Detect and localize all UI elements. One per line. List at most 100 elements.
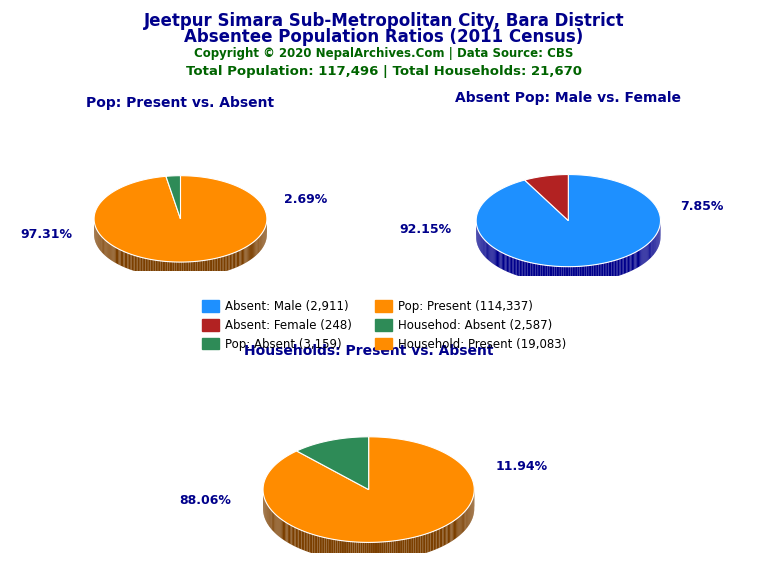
Polygon shape	[520, 260, 521, 277]
Polygon shape	[300, 530, 302, 550]
Polygon shape	[104, 240, 105, 256]
Polygon shape	[231, 253, 233, 270]
Polygon shape	[368, 543, 370, 562]
Polygon shape	[499, 251, 501, 268]
Polygon shape	[406, 539, 409, 558]
Polygon shape	[217, 257, 219, 274]
Polygon shape	[203, 260, 204, 276]
Polygon shape	[528, 262, 529, 279]
Polygon shape	[446, 525, 448, 544]
Text: Total Population: 117,496 | Total Households: 21,670: Total Population: 117,496 | Total Househ…	[186, 65, 582, 78]
Polygon shape	[553, 266, 554, 283]
Polygon shape	[414, 537, 415, 556]
Polygon shape	[355, 542, 356, 561]
Polygon shape	[286, 523, 288, 543]
Polygon shape	[637, 251, 638, 268]
Polygon shape	[412, 537, 414, 557]
Polygon shape	[588, 266, 590, 282]
Polygon shape	[253, 242, 254, 258]
Polygon shape	[457, 517, 458, 537]
Polygon shape	[608, 262, 610, 279]
Polygon shape	[366, 543, 368, 562]
Polygon shape	[137, 256, 139, 272]
Polygon shape	[285, 522, 286, 542]
Polygon shape	[310, 533, 311, 553]
Polygon shape	[206, 260, 207, 276]
Polygon shape	[235, 252, 237, 268]
Polygon shape	[161, 261, 162, 276]
Polygon shape	[624, 257, 625, 274]
Polygon shape	[180, 262, 181, 278]
Polygon shape	[490, 245, 491, 262]
Polygon shape	[590, 265, 591, 282]
Polygon shape	[572, 267, 574, 283]
Polygon shape	[614, 260, 616, 277]
Title: Absent Pop: Male vs. Female: Absent Pop: Male vs. Female	[455, 90, 681, 105]
Polygon shape	[332, 539, 333, 559]
Polygon shape	[263, 437, 474, 543]
Polygon shape	[538, 264, 539, 281]
Polygon shape	[223, 256, 225, 272]
Polygon shape	[450, 522, 452, 542]
Polygon shape	[515, 258, 517, 275]
Polygon shape	[251, 243, 252, 259]
Polygon shape	[316, 535, 318, 555]
Polygon shape	[504, 253, 505, 271]
Polygon shape	[622, 257, 624, 275]
Polygon shape	[171, 262, 173, 278]
Polygon shape	[159, 261, 161, 276]
Polygon shape	[497, 250, 498, 267]
Polygon shape	[129, 253, 131, 270]
Polygon shape	[621, 258, 622, 275]
Polygon shape	[290, 525, 292, 545]
Polygon shape	[299, 529, 300, 549]
Text: Jeetpur Simara Sub-Metropolitan City, Bara District: Jeetpur Simara Sub-Metropolitan City, Ba…	[144, 12, 624, 29]
Polygon shape	[248, 245, 249, 262]
Polygon shape	[460, 515, 462, 535]
Polygon shape	[284, 521, 285, 541]
Polygon shape	[544, 265, 546, 282]
Polygon shape	[464, 511, 465, 532]
Polygon shape	[141, 257, 142, 273]
Polygon shape	[591, 265, 594, 282]
Polygon shape	[131, 255, 133, 271]
Polygon shape	[549, 266, 551, 282]
Polygon shape	[491, 245, 492, 263]
Polygon shape	[273, 512, 274, 532]
Polygon shape	[237, 251, 238, 267]
Polygon shape	[220, 257, 222, 272]
Polygon shape	[625, 256, 627, 274]
Polygon shape	[389, 541, 392, 560]
Polygon shape	[633, 253, 634, 270]
Polygon shape	[297, 528, 299, 548]
Polygon shape	[402, 539, 405, 559]
Polygon shape	[279, 517, 280, 537]
Text: Absentee Population Ratios (2011 Census): Absentee Population Ratios (2011 Census)	[184, 28, 584, 46]
Text: 7.85%: 7.85%	[680, 200, 723, 213]
Polygon shape	[305, 532, 306, 551]
Polygon shape	[216, 258, 217, 274]
Polygon shape	[204, 260, 206, 276]
Polygon shape	[459, 516, 460, 536]
Polygon shape	[560, 267, 561, 283]
Polygon shape	[613, 260, 614, 278]
Polygon shape	[507, 255, 508, 272]
Polygon shape	[378, 542, 380, 561]
Polygon shape	[114, 247, 116, 263]
Polygon shape	[321, 537, 323, 556]
Polygon shape	[518, 259, 520, 276]
Polygon shape	[370, 543, 372, 562]
Polygon shape	[272, 511, 273, 531]
Polygon shape	[359, 542, 360, 561]
Polygon shape	[511, 257, 512, 274]
Polygon shape	[494, 248, 495, 265]
Polygon shape	[275, 514, 276, 533]
Polygon shape	[351, 541, 353, 561]
Polygon shape	[120, 249, 121, 266]
Title: Households: Present vs. Absent: Households: Present vs. Absent	[244, 343, 493, 358]
Polygon shape	[627, 255, 629, 272]
Polygon shape	[330, 539, 332, 558]
Polygon shape	[393, 541, 396, 560]
Polygon shape	[503, 253, 504, 270]
Polygon shape	[372, 543, 374, 562]
